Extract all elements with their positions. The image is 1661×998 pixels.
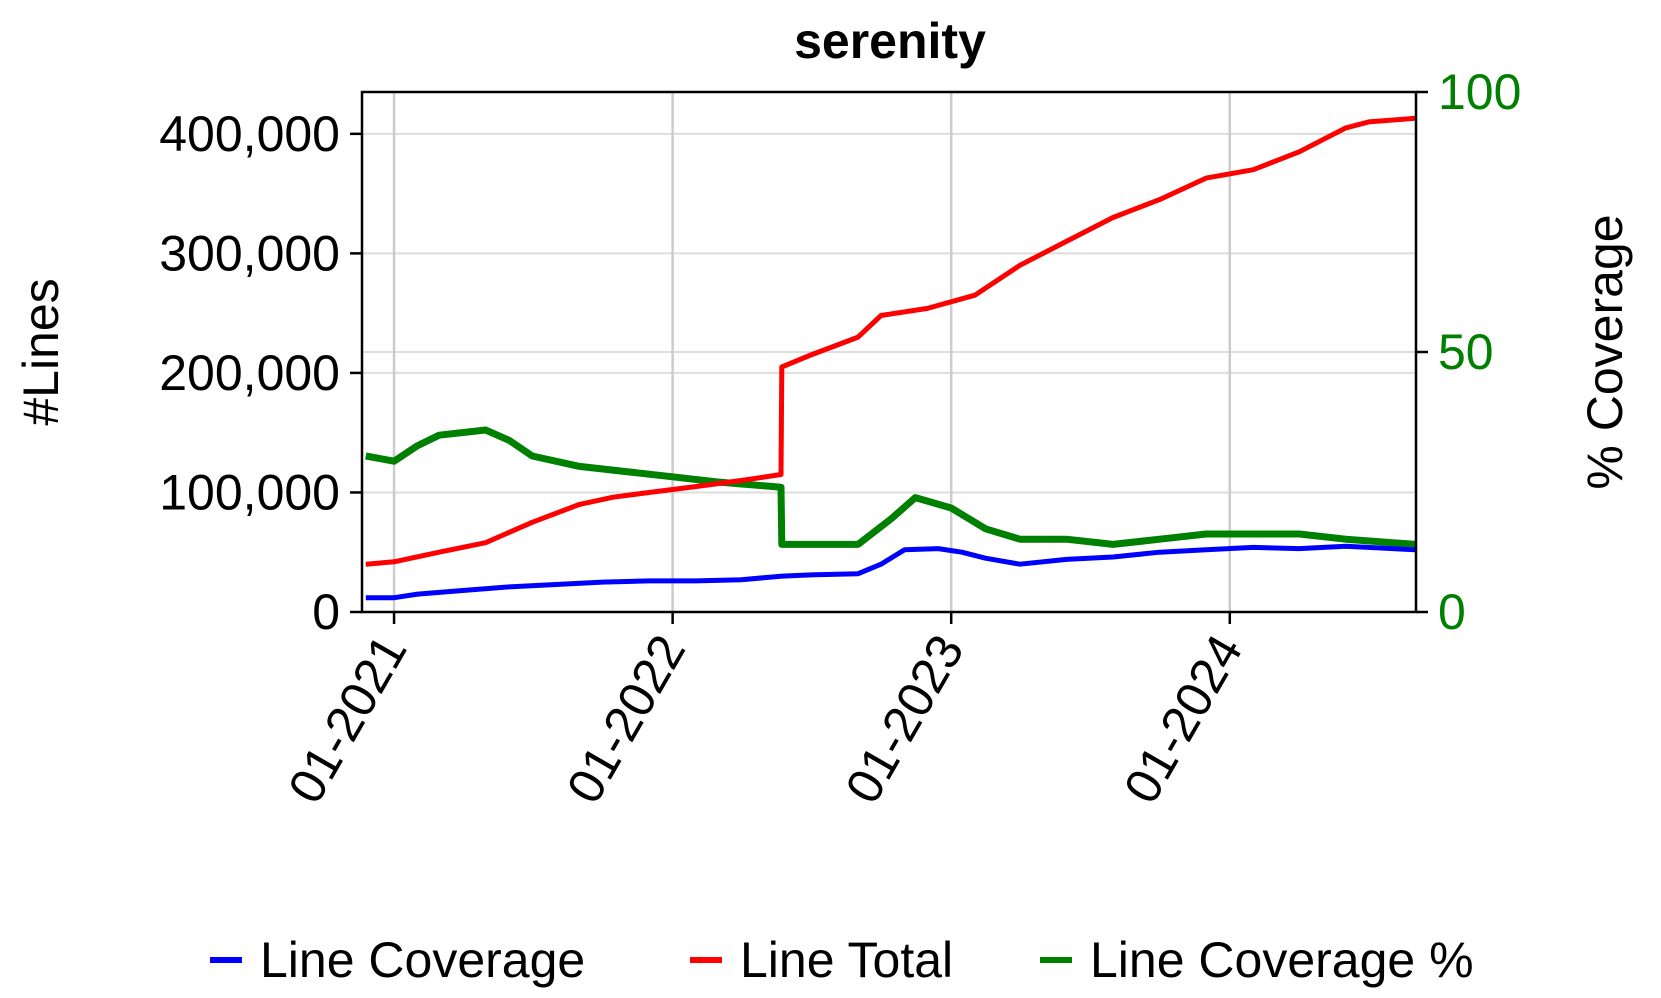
x-tick-label: 01-2021 [277,626,417,813]
y-tick-label: 400,000 [159,106,340,162]
legend-label: Line Coverage % [1090,932,1474,988]
y2-axis-label: % Coverage [1577,214,1633,489]
y2-tick-label: 50 [1438,324,1494,380]
y-tick-label: 0 [312,584,340,640]
x-tick-label: 01-2023 [834,626,974,813]
y-tick-label: 300,000 [159,225,340,281]
chart-title: serenity [794,13,986,69]
y2-tick-label: 0 [1438,584,1466,640]
series-line-line-coverage [365,543,1416,601]
x-tick-label: 01-2024 [1113,626,1253,813]
x-axis: 01-2021 01-2022 01-2023 01-2024 [277,612,1253,812]
y-tick-label: 100,000 [159,464,340,520]
legend: Line Coverage Line Total Line Coverage % [210,932,1474,988]
y-axis-left: 0 100,000 200,000 300,000 400,000 [159,106,362,640]
x-tick-label: 01-2022 [556,626,696,813]
y2-tick-label: 100 [1438,64,1521,120]
y-axis-label: #Lines [13,278,69,425]
series-line-line-total [365,115,1416,567]
legend-label: Line Coverage [260,932,585,988]
series-line-line-coverage [365,426,1416,548]
legend-label: Line Total [740,932,953,988]
series-lines [365,115,1416,601]
y-axis-right: 0 50 100 [1416,64,1521,640]
y-tick-label: 200,000 [159,345,340,401]
